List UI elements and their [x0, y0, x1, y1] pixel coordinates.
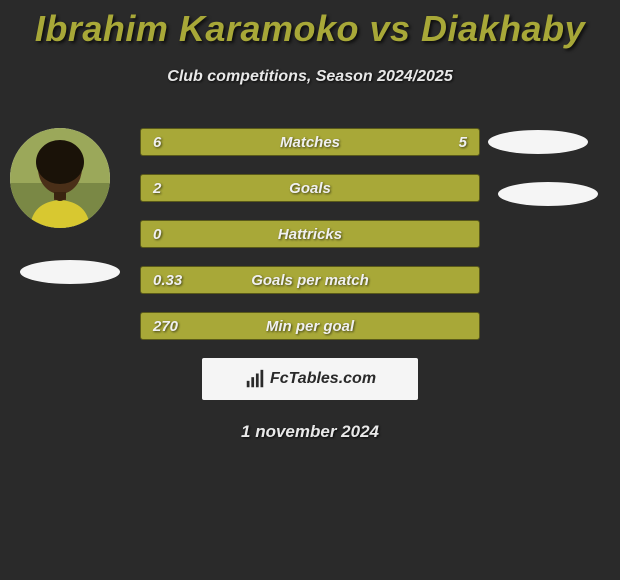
stat-left-value: 6: [153, 134, 161, 151]
stat-row-goals: 2 Goals: [140, 174, 480, 202]
page-title: Ibrahim Karamoko vs Diakhaby: [0, 0, 620, 50]
snapshot-date: 1 november 2024: [0, 422, 620, 442]
chart-icon: [244, 368, 266, 390]
player1-club-badge: [20, 260, 120, 284]
player2-avatar-placeholder: [488, 130, 588, 154]
stat-left-value: 0.33: [153, 272, 182, 289]
stat-row-hattricks: 0 Hattricks: [140, 220, 480, 248]
stat-row-goals-per-match: 0.33 Goals per match: [140, 266, 480, 294]
branding-badge: FcTables.com: [202, 358, 418, 400]
stat-left-value: 2: [153, 180, 161, 197]
stat-row-min-per-goal: 270 Min per goal: [140, 312, 480, 340]
stat-label: Min per goal: [266, 318, 354, 335]
stat-label: Goals: [289, 180, 331, 197]
comparison-panel: 6 Matches 5 2 Goals 0 Hattricks 0.33 Goa…: [0, 128, 620, 442]
stat-label: Hattricks: [278, 226, 342, 243]
stat-label: Matches: [280, 134, 340, 151]
stat-left-value: 270: [153, 318, 178, 335]
branding-text: FcTables.com: [270, 370, 376, 388]
stat-bars: 6 Matches 5 2 Goals 0 Hattricks 0.33 Goa…: [140, 128, 480, 340]
stat-right-value: 5: [459, 134, 467, 151]
player1-avatar: [10, 128, 110, 228]
subtitle: Club competitions, Season 2024/2025: [0, 68, 620, 86]
stat-label: Goals per match: [251, 272, 369, 289]
stat-left-value: 0: [153, 226, 161, 243]
stat-row-matches: 6 Matches 5: [140, 128, 480, 156]
player2-club-badge: [498, 182, 598, 206]
